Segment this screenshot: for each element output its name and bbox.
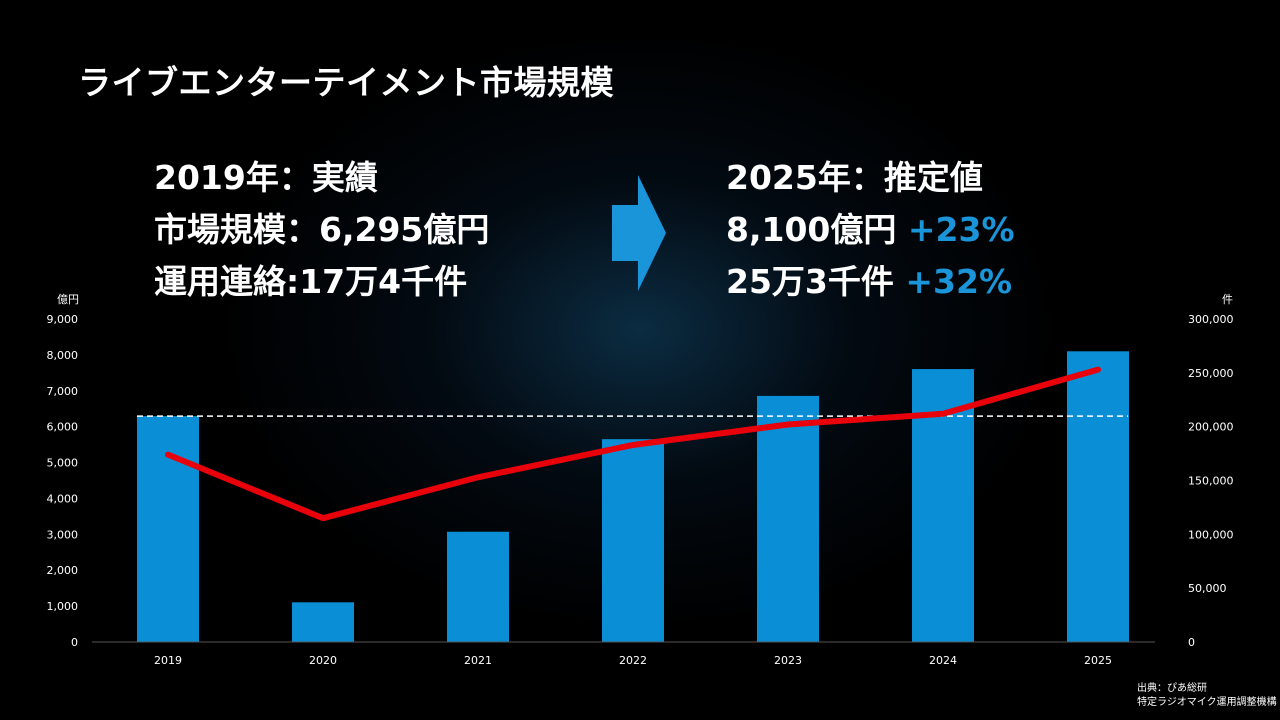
right-tick-label: 0 — [1188, 636, 1195, 649]
right-axis-unit: 件 — [1222, 293, 1233, 306]
source-line-1: 出典：ぴあ総研 — [1137, 683, 1207, 694]
bar-2019 — [137, 416, 199, 642]
x-tick-label: 2020 — [309, 654, 337, 667]
summary-2019-year: 2019年：実績 — [154, 158, 378, 197]
x-tick-label: 2019 — [154, 654, 182, 667]
left-tick-label: 4,000 — [47, 492, 79, 505]
bar-series — [137, 351, 1129, 642]
left-axis-unit: 億円 — [57, 293, 79, 306]
left-tick-label: 7,000 — [47, 385, 79, 398]
left-tick-label: 1,000 — [47, 600, 79, 613]
bar-2021 — [447, 531, 509, 642]
right-tick-label: 150,000 — [1188, 475, 1234, 488]
summary-2019-market-size: 市場規模：6,295億円 — [154, 210, 490, 249]
summary-2025-market-value: 8,100億円 — [726, 210, 908, 249]
right-axis: 300,000 250,000 200,000 150,000 100,000 50,00… — [1188, 313, 1234, 649]
left-tick-label: 9,000 — [47, 313, 79, 326]
summary-2019-contacts: 運用連絡:17万4千件 — [154, 262, 468, 301]
left-tick-label: 5,000 — [47, 457, 79, 470]
line-series — [165, 366, 1101, 522]
right-tick-label: 200,000 — [1188, 421, 1234, 434]
summary-2025: 2025年：推定値 8,100億円 +23% 25万3千件 +32% — [726, 152, 1015, 308]
left-tick-label: 6,000 — [47, 421, 79, 434]
left-axis: 9,000 8,000 7,000 6,000 5,000 4,000 3,000 2,000… — [47, 313, 79, 649]
right-tick-label: 250,000 — [1188, 367, 1234, 380]
bar-2023 — [757, 395, 819, 642]
left-tick-label: 8,000 — [47, 349, 79, 362]
x-tick-label: 2023 — [774, 654, 802, 667]
right-tick-label: 100,000 — [1188, 528, 1234, 541]
summary-2019: 2019年：実績 市場規模：6,295億円 運用連絡:17万4千件 — [154, 152, 489, 308]
summary-2025-contacts: 25万3千件 +32% — [726, 256, 1015, 308]
left-tick-label: 0 — [71, 636, 78, 649]
right-tick-label: 300,000 — [1188, 313, 1234, 326]
summary-2025-market-pct: +23% — [907, 210, 1015, 249]
summary-2025-year: 2025年：推定値 — [726, 158, 983, 197]
bar-2025 — [1067, 351, 1129, 642]
bar-2022 — [602, 439, 664, 642]
x-tick-label: 2024 — [929, 654, 957, 667]
left-tick-label: 2,000 — [47, 564, 79, 577]
summary-2025-contacts-value: 25万3千件 — [726, 262, 906, 301]
x-tick-label: 2021 — [464, 654, 492, 667]
arrow-right-icon — [612, 175, 666, 291]
summary-2025-contacts-pct: +32% — [905, 262, 1013, 301]
x-axis: 2019 2020 2021 2022 2023 2024 2025 — [154, 654, 1112, 667]
page-title: ライブエンターテイメント市場規模 — [78, 63, 614, 102]
source-note: 出典：ぴあ総研 特定ラジオマイク運用調整機構 — [1137, 682, 1277, 710]
source-line-2: 特定ラジオマイク運用調整機構 — [1137, 697, 1277, 708]
right-tick-label: 50,000 — [1188, 582, 1227, 595]
summary-2025-market-size: 8,100億円 +23% — [726, 204, 1015, 256]
x-tick-label: 2022 — [619, 654, 647, 667]
bar-2020 — [292, 602, 354, 642]
x-tick-label: 2025 — [1084, 654, 1112, 667]
left-tick-label: 3,000 — [47, 528, 79, 541]
